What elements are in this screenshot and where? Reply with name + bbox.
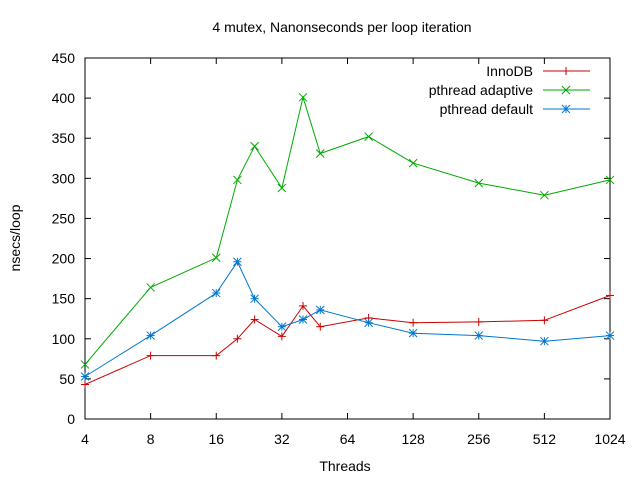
data-point-pthread-default [474, 331, 484, 340]
legend-label: pthread adaptive [429, 82, 534, 98]
y-tick-label: 300 [52, 170, 76, 186]
x-tick-label: 512 [533, 431, 557, 447]
y-tick-label: 350 [52, 130, 76, 146]
data-point-pthread-adaptive [540, 190, 549, 200]
y-tick-label: 100 [52, 331, 76, 347]
series-pthread-default [80, 257, 615, 381]
x-tick-label: 8 [147, 431, 155, 447]
data-point-pthread-default [146, 331, 155, 340]
y-tick-label: 250 [52, 210, 76, 226]
data-point-innodb [277, 332, 286, 341]
x-tick-label: 16 [208, 431, 224, 447]
legend-label: InnoDB [486, 63, 533, 79]
legend-marker [561, 104, 571, 114]
legend: InnoDB pthread adaptive pthread default [429, 63, 590, 117]
data-point-pthread-default [540, 336, 549, 346]
data-point-pthread-adaptive [298, 92, 308, 102]
legend-entry-pthread-adaptive: pthread adaptive [429, 82, 590, 98]
data-point-pthread-adaptive [146, 283, 155, 292]
data-point-pthread-default [277, 322, 287, 332]
chart-title: 4 mutex, Nanonseconds per loop iteration [212, 19, 471, 35]
data-point-innodb [212, 351, 221, 360]
x-tick-label: 4 [81, 431, 89, 447]
y-tick-label: 450 [52, 50, 76, 66]
y-tick-label: 200 [52, 251, 76, 267]
y-axis-label: nsecs/loop [7, 204, 23, 271]
data-point-pthread-default [364, 318, 373, 328]
legend-entry-pthread-default: pthread default [440, 101, 590, 117]
series-innodb [81, 291, 614, 389]
series-line-pthread-adaptive [84, 95, 611, 365]
data-point-innodb [606, 291, 614, 300]
y-tick-label: 400 [52, 90, 76, 106]
data-point-innodb [146, 351, 155, 360]
data-point-pthread-adaptive [364, 132, 373, 141]
data-point-pthread-adaptive [250, 141, 259, 151]
x-tick-label: 256 [467, 431, 491, 447]
x-tick-label: 32 [274, 431, 290, 447]
data-point-innodb [316, 322, 325, 331]
x-tick-label: 64 [340, 431, 356, 447]
y-tick-label: 50 [59, 371, 75, 387]
data-point-pthread-default [80, 372, 90, 381]
data-point-innodb [540, 316, 549, 325]
data-point-pthread-adaptive [277, 183, 287, 193]
data-point-pthread-adaptive [315, 149, 325, 158]
data-point-pthread-default [233, 257, 242, 267]
data-point-pthread-adaptive [211, 253, 221, 263]
data-point-pthread-adaptive [605, 175, 615, 185]
data-point-pthread-default [250, 294, 259, 304]
data-point-innodb [233, 334, 242, 343]
data-point-pthread-default [315, 305, 325, 315]
data-point-pthread-default [605, 331, 615, 340]
data-point-innodb [81, 380, 89, 389]
x-tick-label: 128 [401, 431, 425, 447]
axes: 0 50 100 150 200 250 300 350 400 450 4 8 16 32 64 128 25… [52, 50, 626, 447]
data-point-innodb [409, 318, 418, 327]
y-tick-label: 0 [67, 411, 75, 427]
data-point-pthread-default [211, 288, 221, 298]
x-tick-label: 1024 [594, 431, 625, 447]
legend-marker [561, 85, 571, 95]
data-point-pthread-adaptive [80, 360, 90, 369]
data-point-pthread-adaptive [408, 158, 418, 168]
series-layer [80, 92, 615, 389]
data-point-innodb [250, 315, 259, 324]
legend-entry-innodb: InnoDB [486, 63, 590, 79]
data-point-pthread-default [298, 315, 308, 324]
series-pthread-adaptive [80, 92, 615, 369]
legend-label: pthread default [440, 101, 534, 117]
data-point-pthread-adaptive [474, 178, 484, 188]
legend-marker [562, 67, 570, 75]
data-point-pthread-default [408, 328, 418, 338]
y-tick-label: 150 [52, 291, 76, 307]
data-point-innodb [299, 301, 308, 310]
data-point-innodb [474, 317, 483, 326]
x-axis-label: Threads [319, 458, 370, 474]
series-line-pthread-default [84, 260, 611, 377]
data-point-pthread-adaptive [233, 175, 242, 185]
